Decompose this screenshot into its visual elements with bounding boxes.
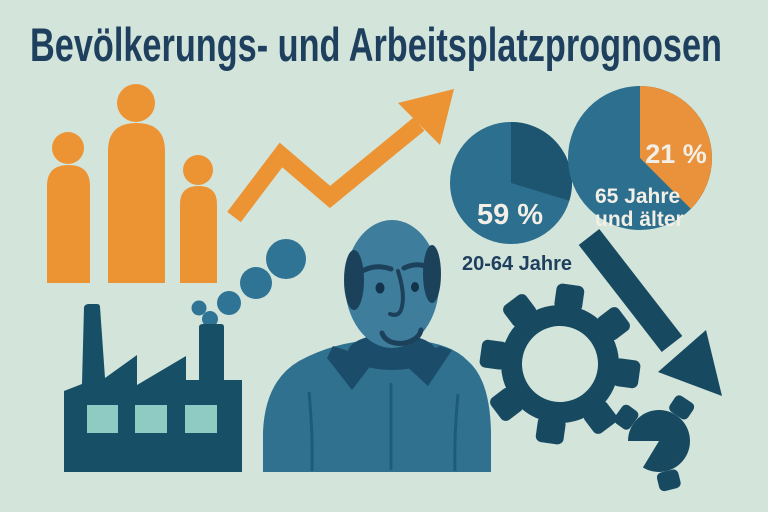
- broken-gear-icon: [614, 395, 695, 492]
- worried-man-illustration: [263, 220, 491, 472]
- factory-icon: [64, 304, 242, 472]
- factory-window: [87, 405, 118, 433]
- person-figure-adult-icon: [47, 132, 90, 283]
- pie-chart-20-64-jahre: 59 % 20-64 Jahre: [450, 122, 572, 275]
- shirt-seam-right: [453, 393, 460, 472]
- gear-break-notch: [624, 440, 659, 470]
- page-title: Bevölkerungs- und Arbeitsplatzprognosen: [30, 18, 722, 71]
- frown-mouth: [379, 327, 424, 346]
- pie2-percent-label: 21 %: [645, 139, 707, 169]
- gear-icon: [479, 283, 641, 445]
- man-head: [345, 220, 439, 348]
- pie-orange-slice: [640, 86, 712, 209]
- pie2-caption-line2: und älter: [595, 208, 684, 231]
- pie1-caption: 20-64 Jahre: [462, 253, 572, 275]
- gear-hole: [522, 326, 598, 402]
- pie2-caption-line1: 65 Jahre: [595, 185, 680, 208]
- collar-right: [402, 346, 452, 386]
- collar-left: [327, 346, 375, 390]
- pie-dark-slice: [511, 122, 572, 201]
- person-figure-tall-icon: [108, 84, 165, 283]
- smoke-icon: [191, 239, 306, 327]
- factory-window: [185, 405, 217, 433]
- eye-right: [411, 282, 419, 292]
- pie1-percent-label: 59 %: [477, 199, 543, 231]
- shirt-seam-left: [307, 391, 314, 472]
- decline-arrow-icon: [578, 229, 722, 396]
- hair-right: [423, 245, 441, 303]
- eyebrow-left: [356, 264, 394, 276]
- hair-left: [344, 250, 364, 310]
- factory-window: [135, 405, 167, 433]
- pie-chart-65-plus: 21 % 65 Jahre und älter: [568, 86, 712, 231]
- eye-left: [375, 282, 385, 294]
- person-figure-child-icon: [180, 155, 217, 283]
- eyebrow-right: [401, 262, 434, 272]
- growth-arrow-icon: [227, 89, 454, 223]
- nose: [388, 269, 405, 317]
- population-people-icon: [47, 84, 217, 283]
